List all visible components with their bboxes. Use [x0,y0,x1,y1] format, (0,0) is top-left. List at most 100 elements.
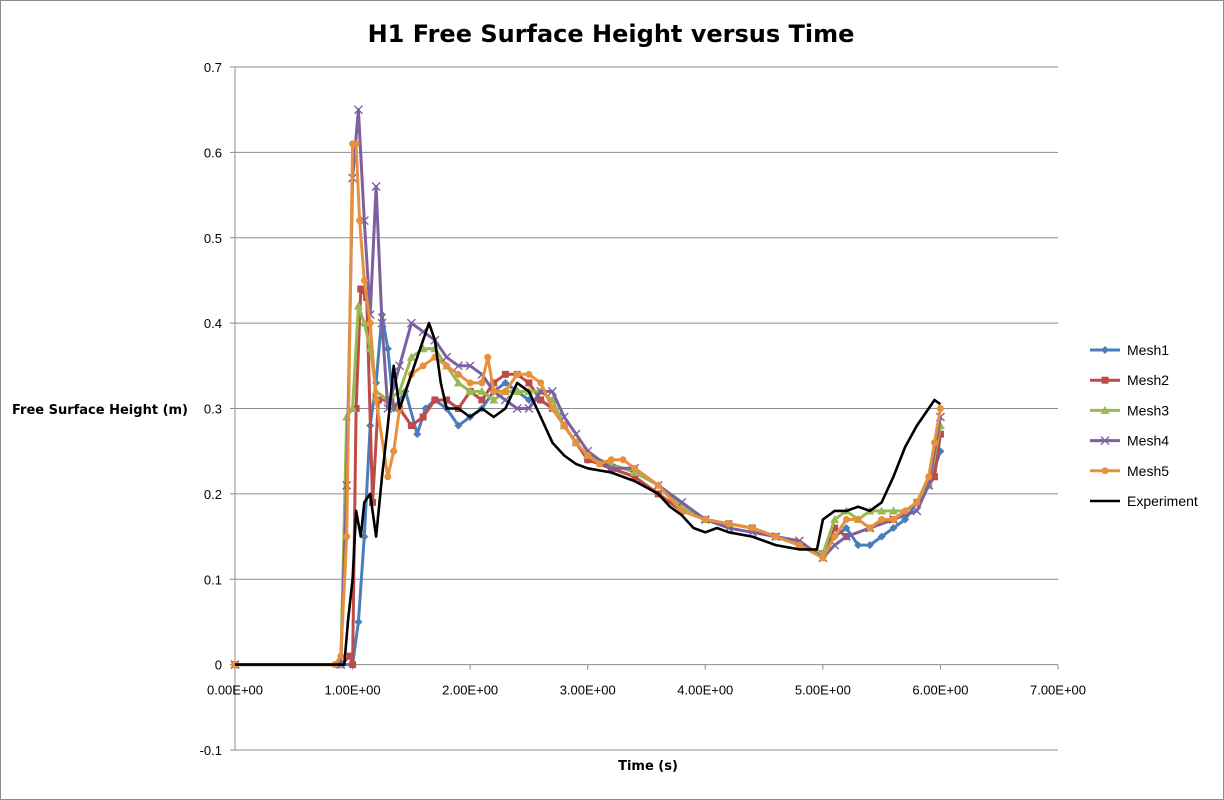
data-point [353,301,363,310]
data-point [353,105,363,115]
data-point [631,473,639,481]
data-point [631,464,639,472]
data-point [524,404,534,413]
data-point [371,182,381,192]
y-tick-label: 0.1 [204,572,222,587]
series-mesh4 [230,105,945,670]
data-point [841,532,851,542]
data-point [513,370,521,378]
data-point [490,387,498,395]
data-point [572,439,580,447]
data-point [831,533,839,541]
y-axis-title: Free Surface Height (m) [12,403,188,418]
y-tick-label: 0.7 [204,60,222,75]
x-tick-label: 1.00E+00 [325,683,381,698]
data-point [501,387,509,395]
data-point [701,515,709,523]
data-point [357,285,365,293]
data-point [936,405,944,412]
data-point [356,217,364,225]
x-tick-label: 5.00E+00 [795,683,851,698]
data-point [525,370,533,378]
data-point [1101,376,1109,384]
data-point [512,386,522,395]
legend-label: Mesh3 [1127,402,1169,418]
data-point [865,541,874,550]
data-point [390,447,398,455]
data-point [466,379,474,387]
data-point [1101,346,1109,354]
data-point [630,468,640,477]
data-point [889,515,897,523]
data-point [419,413,427,421]
y-tick-label: -0.1 [200,743,222,758]
legend-item: Mesh4 [1090,433,1169,449]
legend-item: Mesh5 [1090,463,1169,479]
data-point [537,396,545,404]
series-lines [230,105,945,670]
data-point [677,497,687,507]
data-point [901,507,909,515]
series-line [235,108,942,667]
data-point [725,520,733,528]
data-point [842,515,850,523]
data-point [431,396,439,404]
data-point [830,514,840,523]
data-point [352,405,360,412]
legend-item: Mesh3 [1090,402,1169,418]
y-tick-label: 0.2 [204,487,222,502]
data-point [352,140,360,148]
data-point [366,319,374,327]
y-tick-label: 0.5 [204,231,222,246]
data-point [831,524,839,532]
legend-label: Mesh2 [1127,372,1169,388]
data-point [878,515,886,523]
data-point [478,379,486,387]
data-point [584,456,592,464]
series-mesh5 [231,140,944,669]
chart-title: H1 Free Surface Height versus Time [368,20,855,48]
data-point [454,370,462,378]
x-tick-label: 0.00E+00 [207,683,263,698]
x-axis-title: Time (s) [618,759,678,774]
y-tick-label: 0.4 [204,316,222,331]
data-point [537,379,545,387]
data-point [477,386,487,395]
data-point [406,318,416,328]
series-experiment [235,321,942,666]
data-point [489,395,499,404]
legend-label: Mesh4 [1127,433,1169,449]
data-point [443,362,451,370]
data-point [866,524,874,532]
data-point [654,481,662,489]
data-point [442,352,452,362]
data-point [888,506,898,515]
x-tick-label: 6.00E+00 [912,683,968,698]
data-point [406,352,416,361]
data-point [607,456,615,464]
y-tick-label: 0.6 [204,145,222,160]
x-tick-label: 7.00E+00 [1030,683,1086,698]
series-line [235,304,942,667]
legend-item: Experiment [1090,493,1198,509]
x-tick-label: 3.00E+00 [560,683,616,698]
data-point [372,396,380,404]
series-line [235,321,942,666]
data-point [348,404,358,412]
data-point [383,344,392,353]
x-tick-label: 4.00E+00 [677,683,733,698]
data-point [354,617,363,626]
data-point [384,473,392,481]
data-point [854,515,862,523]
data-point [913,498,921,506]
legend-label: Mesh1 [1127,342,1169,358]
legend: Mesh1 Mesh2 Mesh3 Mesh4 Mesh5 Experiment [1090,342,1198,509]
data-point [377,318,387,328]
series-mesh1 [231,310,945,669]
data-point [453,361,463,371]
data-point [931,439,939,447]
data-point [395,361,405,371]
data-point [877,532,886,541]
